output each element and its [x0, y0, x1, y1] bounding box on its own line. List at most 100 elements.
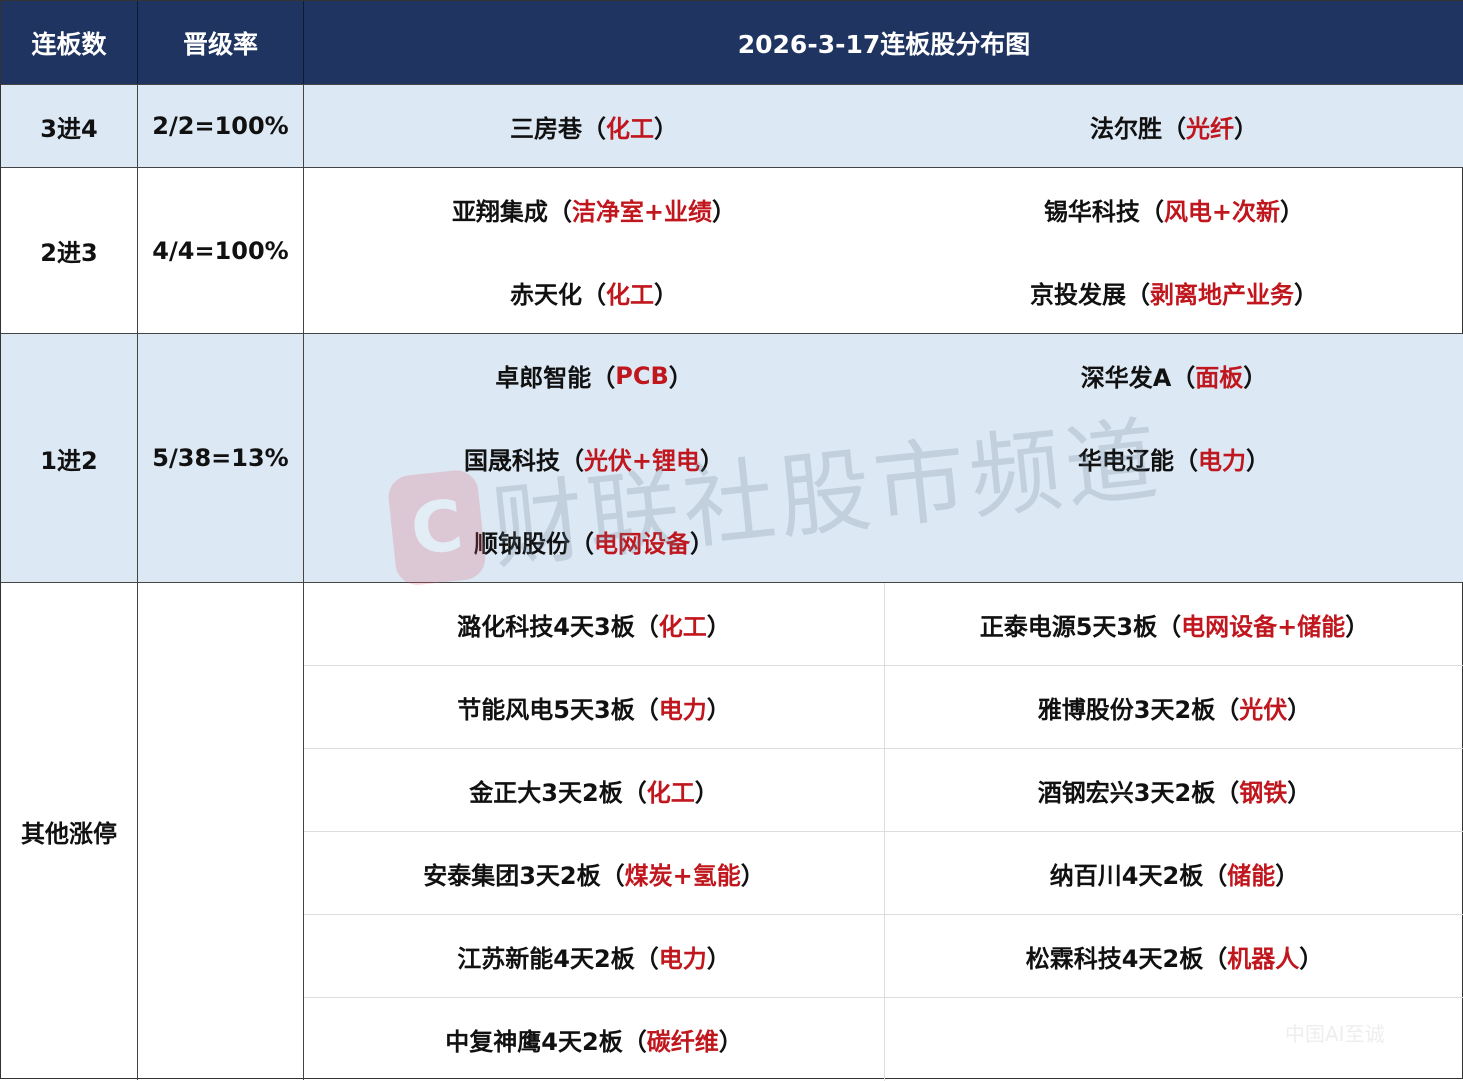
paren-open: （: [634, 613, 659, 641]
board-count-label: 3进4: [1, 85, 138, 167]
board-count-label: 1进2: [1, 334, 138, 582]
section-row: 其他涨停 潞化科技4天3板（化工）正泰电源5天3板（电网设备+储能）节能风电5天3…: [1, 582, 1463, 1081]
stock-cell: 卓郎智能（PCB）: [304, 334, 884, 417]
stock-row: 亚翔集成（洁净室+业绩）锡华科技（风电+次新）: [304, 168, 1463, 251]
paren-open: （: [582, 115, 606, 143]
paren-close: ）: [718, 1028, 743, 1056]
stock-cell: 华电辽能（电力）: [884, 417, 1463, 500]
stock-name: 卓郎智能: [495, 364, 592, 392]
paren-open: （: [622, 1028, 647, 1056]
stock-row: 节能风电5天3板（电力）雅博股份3天2板（光伏）: [304, 666, 1463, 749]
stock-row: 潞化科技4天3板（化工）正泰电源5天3板（电网设备+储能）: [304, 583, 1463, 666]
stock-name: 法尔胜: [1090, 115, 1162, 143]
board-count-label: 其他涨停: [1, 583, 138, 1080]
promotion-rate: 5/38=13%: [138, 334, 304, 582]
sector-tag: 碳纤维: [646, 1028, 719, 1056]
stock-cell: 节能风电5天3板（电力）: [304, 666, 884, 749]
stock-cell: 酒钢宏兴3天2板（钢铁）: [884, 749, 1463, 832]
sector-tag: 电网设备+储能: [1181, 613, 1346, 641]
stock-name: 松霖科技4天2板: [1025, 945, 1204, 973]
stock-name: 赤天化: [510, 281, 582, 309]
stock-name: 三房巷: [510, 115, 582, 143]
stock-row: 国晟科技（光伏+锂电）华电辽能（电力）: [304, 417, 1463, 500]
paren-open: （: [570, 530, 594, 558]
stock-name: 安泰集团3天2板: [423, 862, 601, 890]
stock-cell: 纳百川4天2板（储能）: [884, 832, 1463, 915]
paren-close: ）: [654, 115, 678, 143]
stock-row: 金正大3天2板（化工）酒钢宏兴3天2板（钢铁）: [304, 749, 1463, 832]
sector-tag: 电力: [658, 696, 707, 724]
paren-close: ）: [1275, 862, 1300, 890]
paren-open: （: [1215, 779, 1240, 807]
paren-open: （: [1174, 447, 1198, 475]
stock-name: 潞化科技4天3板: [457, 613, 635, 641]
sector-tag: 风电+次新: [1163, 198, 1281, 226]
paren-open: （: [1139, 198, 1164, 226]
stock-name: 节能风电5天3板: [457, 696, 635, 724]
sector-tag: 化工: [606, 281, 654, 309]
paren-open: （: [634, 696, 659, 724]
paren-close: ）: [706, 945, 731, 973]
paren-close: ）: [1294, 281, 1318, 309]
paren-open: （: [591, 364, 616, 392]
stock-name: 华电辽能: [1078, 447, 1174, 475]
stock-name: 顺钠股份: [474, 530, 570, 558]
stock-cell: 三房巷（化工）: [304, 85, 884, 168]
promotion-rate: 4/4=100%: [138, 168, 304, 333]
stock-name: 江苏新能4天2板: [457, 945, 635, 973]
sector-tag: 电力: [658, 945, 707, 973]
stock-row: 卓郎智能（PCB）深华发A （面板）: [304, 334, 1463, 417]
paren-close: ）: [1299, 945, 1324, 973]
stock-name: 国晟科技: [463, 447, 560, 475]
stock-cell: 京投发展（剥离地产业务）: [884, 251, 1463, 334]
paren-close: ）: [1234, 115, 1258, 143]
stock-name: 金正大3天2板: [469, 779, 623, 807]
stock-cell: [884, 998, 1463, 1081]
stock-cell: 赤天化（化工）: [304, 251, 884, 334]
paren-close: ）: [1280, 198, 1305, 226]
paren-open: （: [1215, 696, 1240, 724]
table-title: 2026-3-17连板股分布图: [304, 1, 1463, 84]
stock-cell: 雅博股份3天2板（光伏）: [884, 666, 1463, 749]
paren-open: （: [1162, 115, 1186, 143]
stock-name: 纳百川4天2板: [1049, 862, 1204, 890]
stock-row: 赤天化（化工）京投发展（剥离地产业务）: [304, 251, 1463, 334]
section-row: 3进4 2/2=100% 三房巷（化工）法尔胜（光纤）: [1, 84, 1463, 167]
sector-tag: 洁净室+业绩: [571, 198, 713, 226]
paren-open: （: [559, 447, 584, 475]
sector-tag: 化工: [658, 613, 707, 641]
stock-row: 安泰集团3天2板（煤炭+氢能）纳百川4天2板（储能）: [304, 832, 1463, 915]
paren-open: （: [1126, 281, 1150, 309]
paren-close: ）: [654, 281, 678, 309]
paren-open: （: [622, 779, 647, 807]
promotion-rate: [138, 583, 304, 1080]
paren-close: ）: [1246, 447, 1270, 475]
stock-name: 锡华科技: [1043, 198, 1140, 226]
stock-name: 正泰电源5天3板: [979, 613, 1158, 641]
paren-close: ）: [668, 364, 693, 392]
stock-cell: 锡华科技（风电+次新）: [884, 168, 1463, 251]
stock-row: 顺钠股份（电网设备）: [304, 500, 1463, 583]
sector-tag: 电网设备: [594, 530, 690, 558]
paren-close: ）: [690, 530, 714, 558]
paren-open: （: [634, 945, 659, 973]
sector-tag: PCB: [615, 361, 669, 390]
sector-tag: 光纤: [1186, 115, 1234, 143]
stock-cell: 顺钠股份（电网设备）: [304, 500, 884, 583]
paren-close: ）: [700, 447, 725, 475]
sector-tag: 光伏+锂电: [583, 447, 701, 475]
sector-tag: 煤炭+氢能: [624, 862, 741, 890]
stock-cell: [884, 500, 1463, 583]
paren-close: ）: [694, 779, 719, 807]
section-row: 2进3 4/4=100% 亚翔集成（洁净室+业绩）锡华科技（风电+次新）赤天化（化工…: [1, 167, 1463, 333]
stock-row: 中复神鹰4天2板（碳纤维）: [304, 998, 1463, 1081]
stock-cell: 正泰电源5天3板（电网设备+储能）: [884, 583, 1463, 666]
paren-close: ）: [740, 862, 765, 890]
paren-open: （: [600, 862, 625, 890]
sector-tag: 钢铁: [1239, 779, 1288, 807]
section-row: 1进2 5/38=13% 卓郎智能（PCB）深华发A （面板）国晟科技（光伏+锂电）华…: [1, 333, 1463, 582]
sector-tag: 电力: [1198, 447, 1246, 475]
header-board-count: 连板数: [1, 1, 138, 84]
stock-cell: 法尔胜（光纤）: [884, 85, 1463, 168]
